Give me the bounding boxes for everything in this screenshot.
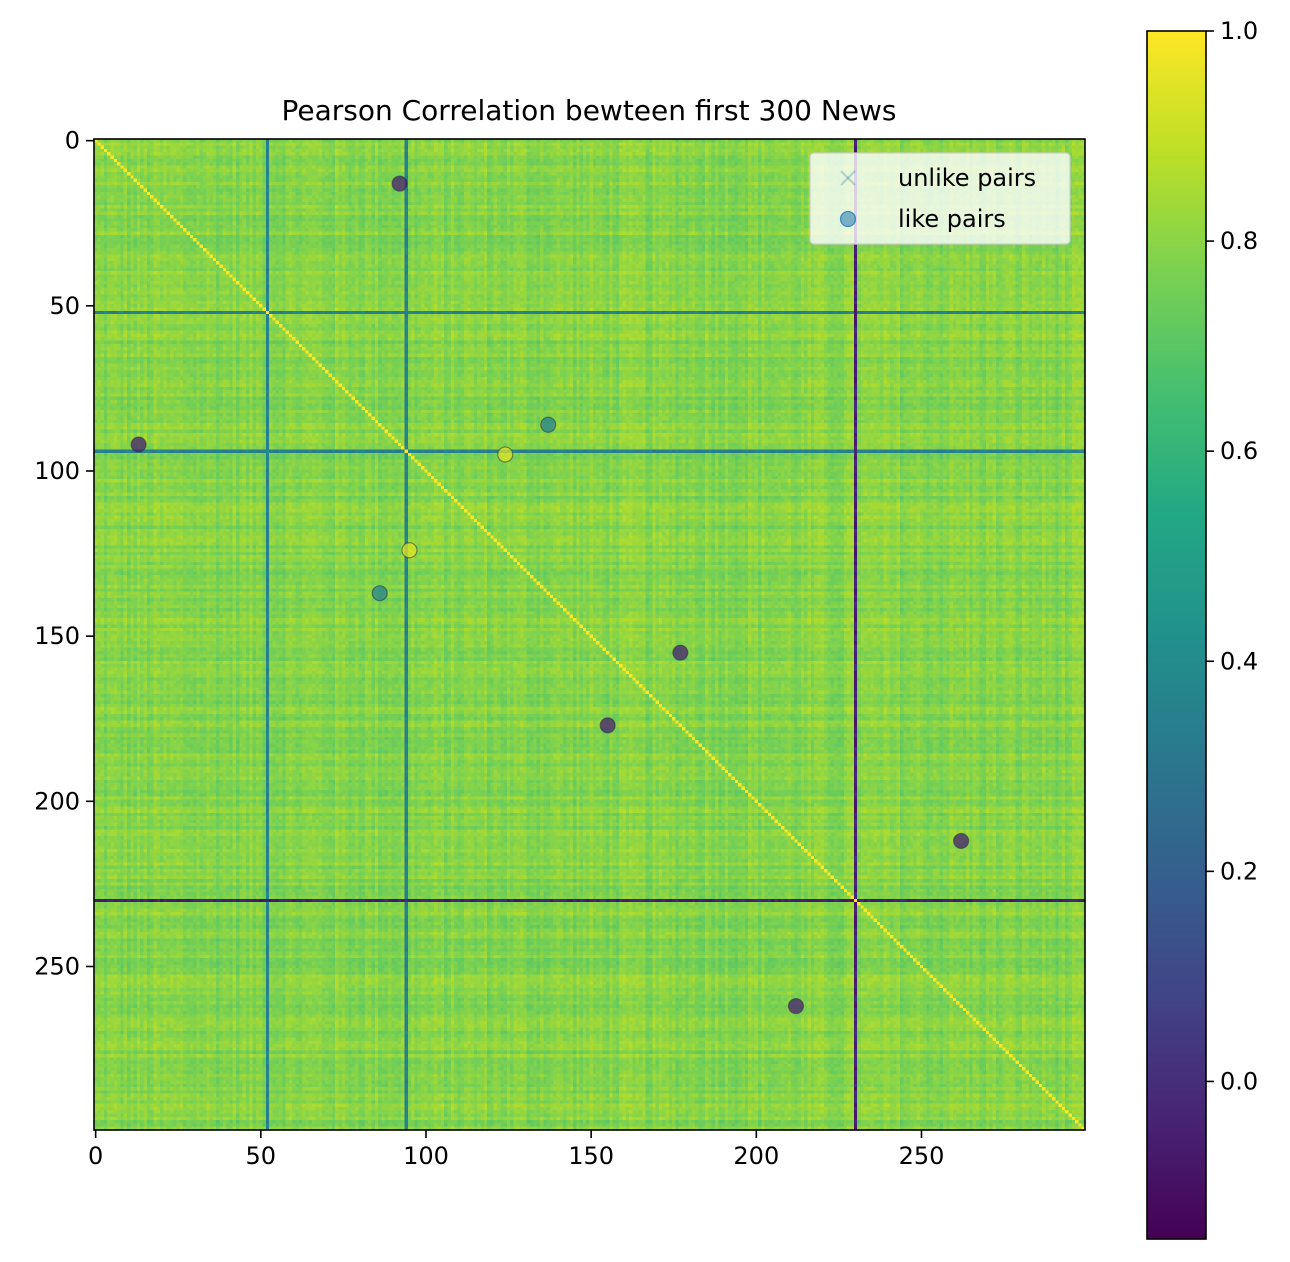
x-tick-label: 250 bbox=[899, 1142, 945, 1170]
like-pair-point bbox=[371, 585, 388, 602]
plot-frame bbox=[93, 138, 1086, 1131]
x-tick-label: 150 bbox=[568, 1142, 614, 1170]
x-tick-label: 0 bbox=[88, 1142, 103, 1170]
y-tick-label: 250 bbox=[34, 952, 80, 980]
colorbar-tick-label: 0.0 bbox=[1220, 1067, 1258, 1095]
colorbar-tick-label: 0.8 bbox=[1220, 227, 1258, 255]
y-tick-label: 200 bbox=[34, 787, 80, 815]
legend: unlike pairs like pairs bbox=[809, 152, 1071, 245]
legend-marker-like-icon bbox=[839, 210, 857, 228]
like-pair-point bbox=[787, 998, 805, 1015]
legend-label-unlike: unlike pairs bbox=[898, 164, 1036, 192]
chart-title: Pearson Correlation bewteen first 300 Ne… bbox=[281, 94, 896, 127]
like-pair-point bbox=[401, 542, 418, 559]
colorbar-tick-label: 0.4 bbox=[1220, 647, 1258, 675]
heatmap-matrix bbox=[94, 139, 1085, 1130]
x-axis: 0 50 100 150 200 250 bbox=[88, 1130, 944, 1170]
heatmap-image bbox=[94, 139, 1085, 1130]
x-tick-label: 200 bbox=[733, 1142, 779, 1170]
like-pair-point bbox=[672, 644, 689, 661]
legend-marker-unlike-icon bbox=[840, 170, 856, 186]
y-tick-label: 0 bbox=[65, 127, 80, 155]
y-tick-label: 150 bbox=[34, 622, 80, 650]
colorbar-frame bbox=[1146, 30, 1207, 1240]
like-pair-point bbox=[540, 416, 557, 433]
legend-label-like: like pairs bbox=[898, 205, 1006, 233]
like-pair-point bbox=[953, 832, 970, 850]
scatter-points bbox=[130, 175, 970, 1015]
colorbar-tick-label: 0.2 bbox=[1220, 857, 1258, 885]
colorbar-ticks: 0.0 0.2 0.4 0.6 0.8 1.0 bbox=[1206, 17, 1258, 1095]
like-pair-point bbox=[391, 175, 408, 192]
y-axis: 0 50 100 150 200 250 bbox=[34, 127, 94, 980]
x-tick-label: 50 bbox=[246, 1142, 277, 1170]
colorbar: 0.0 0.2 0.4 0.6 0.8 1.0 bbox=[1146, 17, 1258, 1240]
like-pair-point bbox=[497, 446, 514, 463]
colorbar-gradient bbox=[1147, 31, 1206, 1239]
legend-box bbox=[809, 152, 1071, 245]
colorbar-tick-label: 0.6 bbox=[1220, 437, 1258, 465]
colorbar-tick-label: 1.0 bbox=[1220, 17, 1258, 45]
y-tick-label: 50 bbox=[49, 292, 80, 320]
like-pair-point bbox=[599, 717, 616, 734]
y-tick-label: 100 bbox=[34, 457, 80, 485]
like-pair-point bbox=[130, 436, 147, 453]
x-tick-label: 100 bbox=[403, 1142, 449, 1170]
